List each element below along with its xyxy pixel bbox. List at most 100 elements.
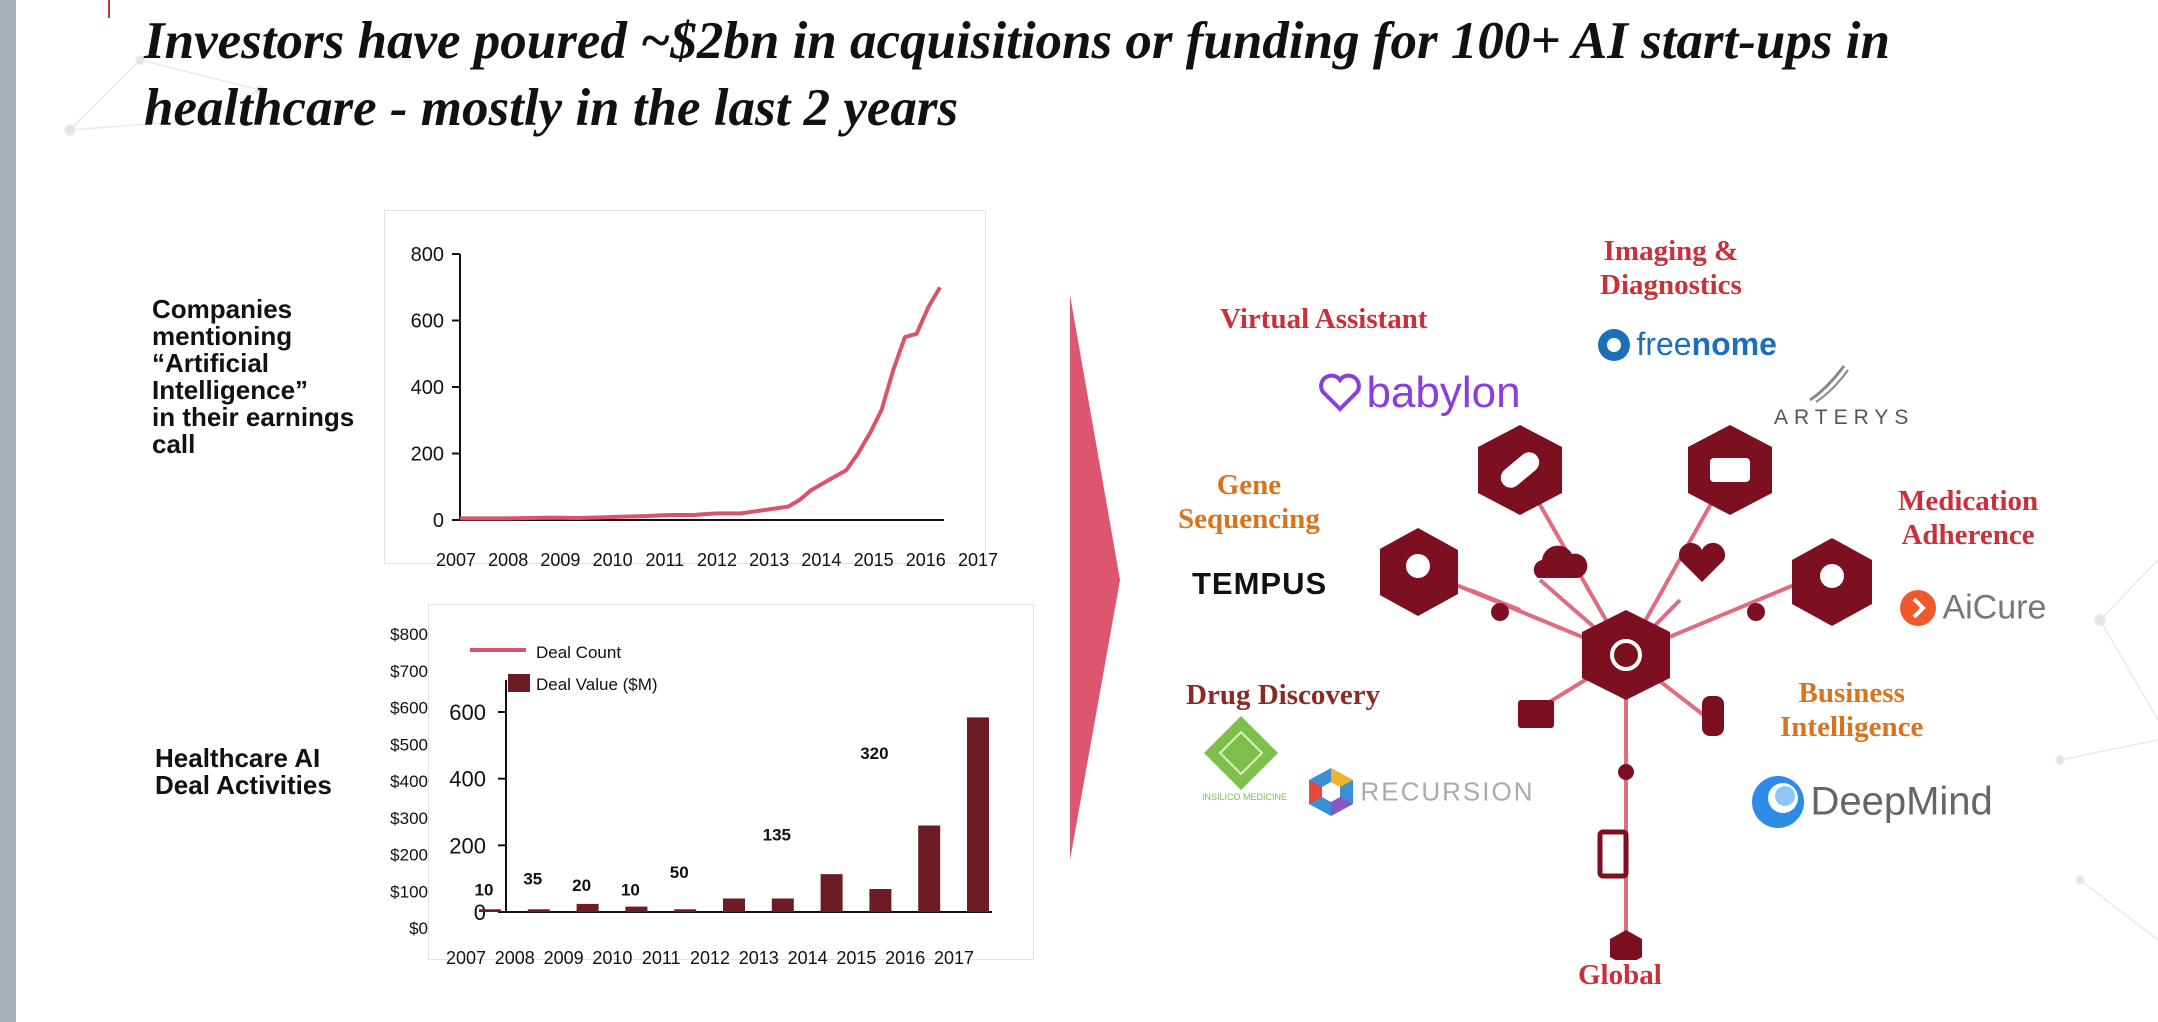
global-hexagon — [1610, 930, 1642, 960]
value-scale-label: $400 — [390, 772, 428, 791]
nurse-icon — [1406, 554, 1430, 578]
x-tick-label: 2008 — [488, 550, 528, 570]
category-label: Sequencing — [1178, 503, 1320, 535]
earnings-label-line: Companies — [152, 294, 293, 324]
deepmind-wordmark: DeepMind — [1810, 779, 1993, 824]
x-tick-label: 2010 — [593, 550, 633, 570]
y-tick-label: 400 — [449, 767, 486, 792]
legend-bar-swatch — [508, 674, 530, 692]
aicure-logo: AiCure — [1898, 588, 2046, 628]
x-tick-label: 2007 — [436, 550, 476, 570]
watch-icon — [1702, 696, 1724, 736]
small-icons — [1491, 542, 1765, 879]
x-tick-label: 2008 — [495, 948, 535, 968]
freenome-wordmark-light: free — [1636, 326, 1692, 362]
earnings-chart-label: Companies mentioning “Artificial Intelli… — [152, 296, 354, 458]
add-user-icon — [1747, 603, 1765, 621]
x-tick-label: 2013 — [739, 948, 779, 968]
deal-value-bar — [625, 906, 648, 912]
ambulance-icon — [1710, 458, 1750, 482]
category-medication-adherence: Medication Adherence — [1898, 484, 2038, 552]
y-tick-label: 800 — [411, 244, 444, 266]
category-label: Intelligence — [1780, 711, 1924, 743]
title-line-1: Investors have poured ~$2bn in acquisiti… — [144, 12, 1890, 70]
legend-label-deal-count: Deal Count — [536, 643, 621, 662]
recursion-hexagon-icon — [1309, 768, 1353, 816]
value-scale-label: $800 — [390, 625, 428, 644]
heart-icon — [1319, 373, 1361, 412]
deal-count-label: 135 — [763, 825, 791, 844]
category-label: Imaging & — [1603, 235, 1739, 267]
x-tick-label: 2009 — [540, 550, 580, 570]
x-tick-label: 2015 — [854, 550, 894, 570]
babylon-wordmark: babylon — [1366, 368, 1521, 417]
x-tick-label: 2011 — [645, 550, 684, 570]
category-label: Drug Discovery — [1186, 679, 1381, 711]
transition-arrow — [1070, 295, 1120, 860]
deal-value-bar — [967, 717, 989, 912]
deal-label-line: Healthcare AI — [155, 743, 321, 773]
category-business-intelligence: Business Intelligence — [1780, 676, 1923, 744]
category-virtual-assistant: Virtual Assistant — [1220, 302, 1428, 336]
category-label: Virtual Assistant — [1220, 303, 1428, 335]
category-label: Medication — [1898, 485, 2039, 517]
aicure-wordmark: AiCure — [1942, 588, 2047, 627]
x-tick-label: 2017 — [934, 948, 974, 968]
pill-icon — [1500, 452, 1540, 488]
deal-count-label: 10 — [475, 881, 494, 900]
earnings-label-line: mentioning — [152, 321, 293, 351]
deal-value-bar — [771, 898, 794, 912]
recursion-wordmark: RECURSION — [1360, 776, 1535, 807]
y-tick-label: 0 — [474, 900, 486, 925]
deal-value-bar — [527, 909, 550, 912]
chat-icon — [1518, 700, 1554, 728]
category-label: Global — [1578, 959, 1662, 991]
hub-hexagon — [1582, 610, 1670, 700]
value-scale-label: $300 — [390, 809, 428, 828]
value-scale-label: $700 — [390, 662, 428, 681]
doctor-icon — [1820, 564, 1844, 588]
category-global: Global — [1578, 958, 1662, 992]
deal-label-line: Deal Activities — [155, 770, 332, 800]
arterys-wordmark: ARTERYS — [1774, 406, 1915, 429]
deal-value-bar — [479, 909, 501, 912]
x-tick-label: 2009 — [544, 948, 584, 968]
earnings-line-chart: 0 200 400 600 800 2007 2008 2009 2010 2011 2012 201… — [411, 244, 998, 570]
deal-count-label: 50 — [670, 863, 689, 882]
stethoscope-icon — [1610, 639, 1642, 671]
deal-count-label: 35 — [523, 870, 542, 889]
category-drug-discovery: Drug Discovery — [1186, 678, 1380, 712]
ai-applications-hub-diagram — [1380, 425, 1872, 960]
earnings-label-line: Intelligence” — [152, 375, 309, 405]
aicure-circle-icon — [1900, 590, 1936, 626]
x-tick-label: 2014 — [801, 550, 841, 570]
x-tick-label: 2013 — [749, 550, 789, 570]
earnings-label-line: in their earnings — [152, 402, 355, 432]
series-line — [460, 286, 942, 521]
category-gene-sequencing: Gene Sequencing — [1178, 468, 1320, 536]
insilico-wordmark: INSILICO MEDICINE — [1202, 792, 1288, 802]
deal-value-bar — [820, 874, 843, 912]
group-icon — [1491, 603, 1509, 621]
deal-value-bar — [576, 903, 599, 912]
recursion-logo: RECURSION — [1306, 766, 1534, 818]
category-label: Gene — [1216, 469, 1282, 501]
x-tick-label: 2015 — [836, 948, 876, 968]
legend-label-deal-value: Deal Value ($M) — [536, 675, 658, 694]
hexagon-glyphs — [1406, 452, 1844, 671]
deal-value-bar — [869, 889, 892, 912]
category-imaging-diagnostics: Imaging & Diagnostics — [1600, 234, 1742, 302]
page-title: Investors have poured ~$2bn in acquisiti… — [144, 8, 2104, 142]
category-label: Business — [1798, 677, 1905, 709]
deepmind-logo: DeepMind — [1750, 774, 1993, 830]
freenome-circle-icon — [1598, 328, 1630, 361]
red-accent-tick — [108, 0, 110, 18]
cloud-upload-icon — [1533, 545, 1588, 578]
deal-combo-chart: 0 200 400 600 $0 $100 $200 $300 $400 $500 $600 $700… — [390, 625, 992, 968]
freenome-logo: freenome — [1596, 326, 1777, 363]
broadcast-icon — [1618, 764, 1634, 780]
earnings-chart-panel — [384, 210, 986, 564]
deal-count-label: 320 — [860, 744, 888, 763]
x-tick-label: 2011 — [642, 948, 681, 968]
category-label: Adherence — [1901, 519, 2035, 551]
